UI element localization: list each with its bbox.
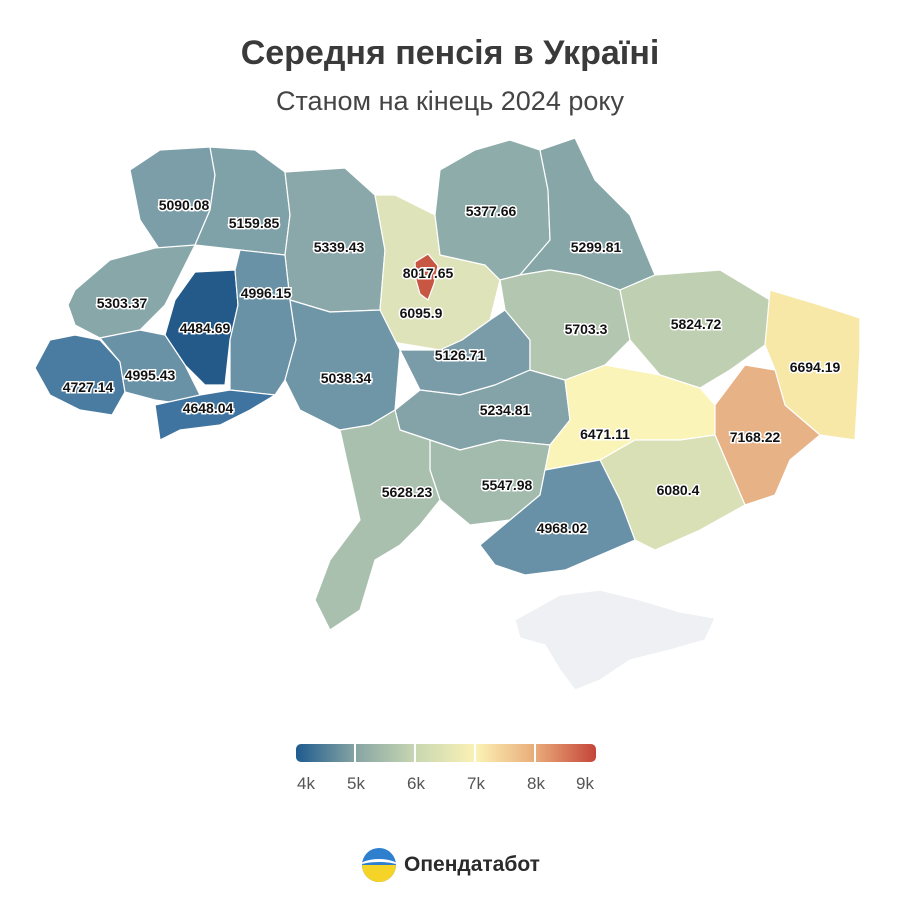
opendatabot-logo-icon [362, 848, 396, 882]
legend-tick: 7k [467, 774, 485, 793]
region-value-label-lviv: 5303.37 [97, 295, 148, 311]
region-value-label-ternopil: 4484.69 [180, 320, 231, 336]
region-chernivtsi[interactable] [154, 389, 276, 441]
legend-separator [414, 744, 416, 762]
region-value-label-ivano-frankivsk: 4995.43 [125, 367, 176, 383]
legend-separator [534, 744, 536, 762]
legend-gradient-bar [296, 744, 596, 762]
region-value-label-poltava: 5703.3 [565, 321, 608, 337]
region-value-label-rivne: 5159.85 [229, 215, 280, 231]
region-value-label-kherson: 4968.02 [537, 520, 588, 536]
region-crimea[interactable] [514, 589, 716, 691]
region-value-label-odesa: 5628.23 [382, 484, 433, 500]
map-subtitle: Станом на кінець 2024 року [276, 86, 624, 116]
region-value-label-dnipropetrovsk: 6471.11 [580, 426, 630, 442]
legend-separator [474, 744, 476, 762]
region-vinnytsia[interactable] [284, 299, 401, 431]
region-value-label-kyiv: 8017.65 [403, 265, 454, 281]
legend-tick: 9k [576, 774, 594, 793]
region-value-label-cherkasy: 5126.71 [435, 347, 486, 363]
region-value-label-zakarpattia: 4727.14 [63, 379, 114, 395]
region-kyiv[interactable] [414, 253, 439, 301]
region-luhansk[interactable] [764, 289, 861, 441]
legend-tick: 5k [347, 774, 365, 793]
region-khmelnytskyi[interactable] [229, 249, 297, 396]
region-value-label-sumy: 5299.81 [571, 239, 622, 255]
region-value-label-mykolaiv: 5547.98 [482, 477, 533, 493]
region-value-label-donetsk: 7168.22 [730, 429, 781, 445]
legend-tick: 8k [527, 774, 545, 793]
region-value-label-kyiv-oblast: 6095.9 [400, 305, 443, 321]
region-kherson[interactable] [479, 459, 636, 576]
legend-separator [354, 744, 356, 762]
region-poltava[interactable] [499, 269, 631, 381]
region-value-label-khmelnytskyi: 4996.15 [241, 285, 292, 301]
region-value-label-zhytomyr: 5339.43 [314, 239, 365, 255]
region-value-label-kharkiv: 5824.72 [671, 316, 722, 332]
region-kharkiv[interactable] [619, 269, 771, 389]
region-value-label-vinnytsia: 5038.34 [321, 370, 372, 386]
region-value-label-chernihiv: 5377.66 [466, 203, 517, 219]
region-value-label-luhansk: 6694.19 [790, 359, 841, 375]
legend-tick: 6k [407, 774, 425, 793]
map-title: Середня пенсія в Україні [240, 34, 660, 72]
region-value-label-zaporizhzhia: 6080.4 [657, 482, 700, 498]
region-odesa[interactable] [314, 409, 441, 631]
region-value-label-volyn: 5090.08 [159, 197, 210, 213]
region-value-label-chernivtsi: 4648.04 [183, 400, 234, 416]
brand-logo[interactable]: Опендатабот [362, 848, 540, 882]
region-lviv[interactable] [67, 244, 196, 339]
legend-tick: 4k [297, 774, 315, 793]
brand-name: Опендатабот [404, 853, 540, 876]
region-value-label-kirovohrad: 5234.81 [480, 402, 531, 418]
